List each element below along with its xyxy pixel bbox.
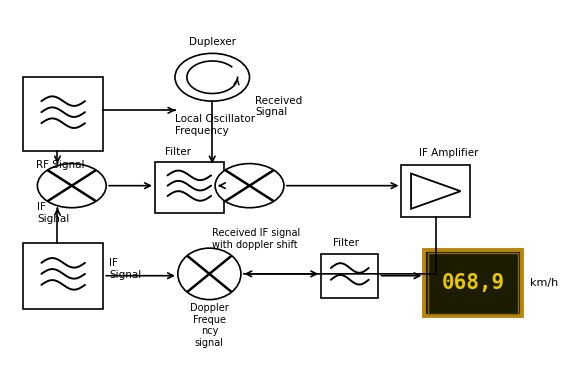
Text: Filter: Filter — [333, 238, 359, 248]
Bar — [428, 252, 518, 314]
Text: Received
Signal: Received Signal — [255, 96, 302, 117]
Bar — [401, 165, 470, 217]
Text: Doppler
Freque
ncy
signal: Doppler Freque ncy signal — [190, 303, 229, 348]
Bar — [424, 250, 522, 316]
Text: Duplexer: Duplexer — [189, 37, 236, 47]
Bar — [155, 162, 223, 213]
Ellipse shape — [215, 164, 284, 208]
Text: Filter: Filter — [164, 147, 191, 157]
Text: Received IF signal
with doppler shift: Received IF signal with doppler shift — [212, 228, 301, 249]
Text: km/h: km/h — [531, 278, 559, 288]
Ellipse shape — [37, 164, 106, 208]
Text: RF Signal: RF Signal — [36, 160, 85, 170]
Text: IF
Signal: IF Signal — [37, 202, 70, 224]
Text: IF
Signal: IF Signal — [109, 258, 142, 280]
Text: IF Amplifier: IF Amplifier — [419, 148, 478, 158]
Text: Local Oscillator
Frequency: Local Oscillator Frequency — [175, 114, 255, 136]
Bar — [23, 243, 104, 309]
Bar — [23, 77, 104, 151]
Polygon shape — [411, 174, 460, 209]
Bar — [321, 254, 378, 298]
Ellipse shape — [178, 248, 241, 300]
Text: 068,9: 068,9 — [442, 273, 505, 293]
Ellipse shape — [175, 53, 249, 101]
